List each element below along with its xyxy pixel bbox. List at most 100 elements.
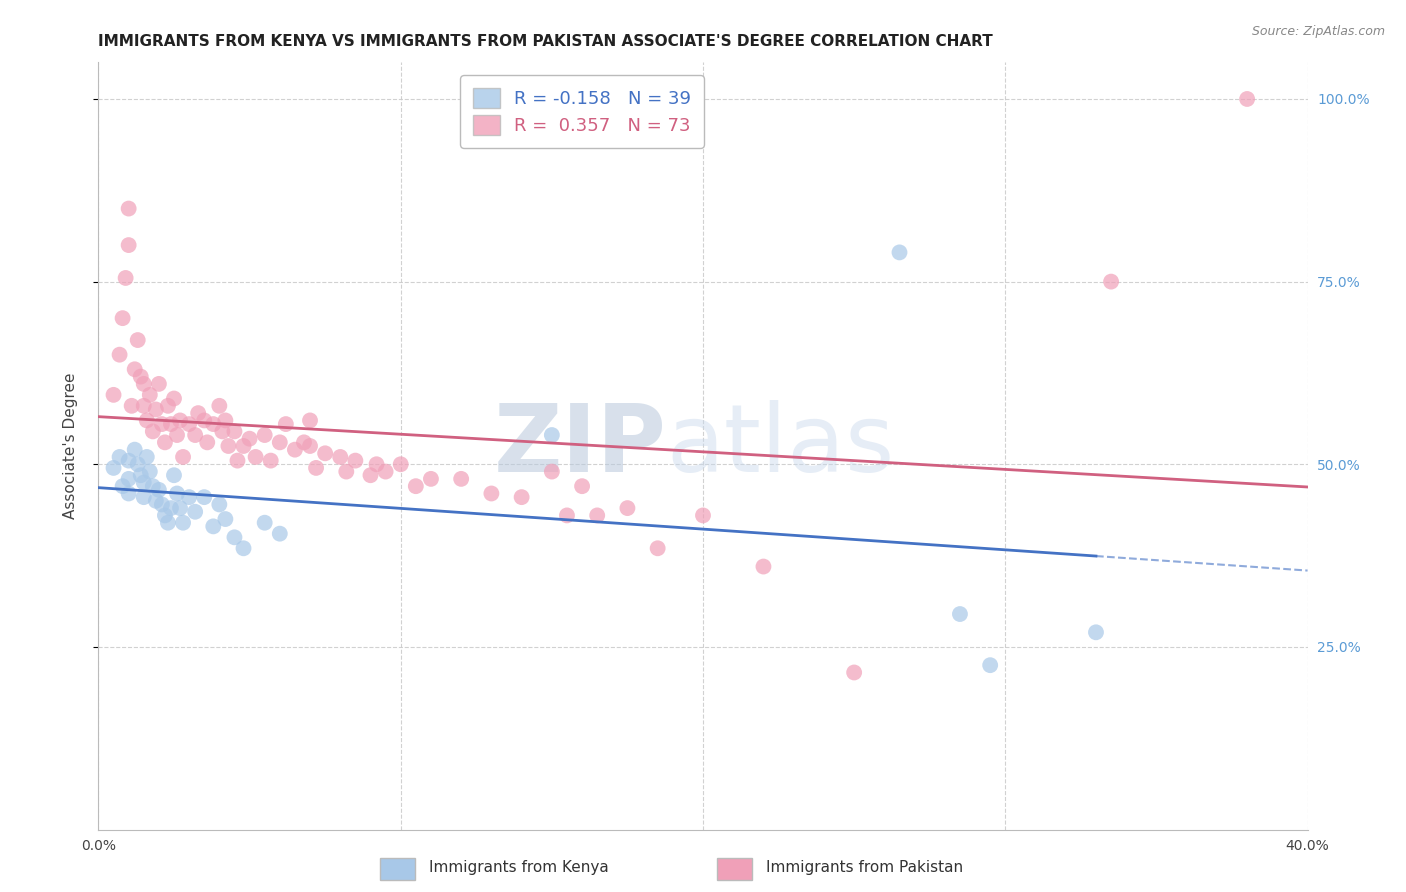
Point [184, 428, 207, 442]
Point [127, 457, 149, 471]
Point [481, 486, 503, 500]
Point [555, 508, 578, 523]
Text: Immigrants from Kenya: Immigrants from Kenya [429, 860, 609, 875]
Point [121, 399, 143, 413]
Point [118, 202, 141, 216]
Point [510, 490, 533, 504]
Point [245, 450, 267, 464]
Point [166, 428, 188, 442]
Point [224, 425, 246, 439]
Point [111, 479, 134, 493]
Point [129, 369, 152, 384]
Point [269, 526, 291, 541]
Point [172, 516, 194, 530]
Point [139, 465, 162, 479]
Point [226, 453, 249, 467]
Point [179, 490, 201, 504]
Point [193, 413, 215, 427]
Point [844, 665, 866, 680]
FancyBboxPatch shape [380, 858, 415, 880]
Point [344, 453, 367, 467]
Point [156, 399, 179, 413]
Point [187, 406, 209, 420]
Point [214, 512, 236, 526]
Point [135, 450, 157, 464]
Point [118, 472, 141, 486]
Point [274, 417, 297, 431]
Point [103, 388, 125, 402]
Point [108, 348, 131, 362]
Point [169, 501, 191, 516]
Point [979, 658, 1001, 673]
Point [132, 376, 155, 391]
Point [114, 271, 136, 285]
Point [314, 446, 336, 460]
Point [129, 468, 152, 483]
Point [103, 461, 125, 475]
Point [949, 607, 972, 621]
Point [135, 413, 157, 427]
Point [260, 453, 283, 467]
Point [305, 461, 328, 475]
Point [153, 435, 176, 450]
Point [647, 541, 669, 556]
FancyBboxPatch shape [717, 858, 752, 880]
Point [132, 475, 155, 490]
Point [232, 439, 254, 453]
Point [616, 501, 638, 516]
Point [153, 508, 176, 523]
Point [145, 402, 167, 417]
Point [217, 439, 239, 453]
Point [195, 435, 218, 450]
Point [124, 442, 146, 457]
Point [150, 417, 173, 431]
Point [1085, 625, 1108, 640]
Point [111, 311, 134, 326]
Point [224, 530, 246, 544]
Point [450, 472, 472, 486]
Point [540, 428, 562, 442]
Point [284, 442, 307, 457]
Point [139, 388, 162, 402]
Point [214, 413, 236, 427]
Point [118, 453, 141, 467]
Point [329, 450, 352, 464]
Point [132, 490, 155, 504]
Point [142, 479, 165, 493]
Text: IMMIGRANTS FROM KENYA VS IMMIGRANTS FROM PAKISTAN ASSOCIATE'S DEGREE CORRELATION: IMMIGRANTS FROM KENYA VS IMMIGRANTS FROM… [98, 34, 993, 49]
Point [232, 541, 254, 556]
Point [179, 417, 201, 431]
Point [692, 508, 714, 523]
Point [253, 428, 276, 442]
Point [142, 425, 165, 439]
Point [571, 479, 593, 493]
Point [172, 450, 194, 464]
Point [752, 559, 775, 574]
Point [586, 508, 609, 523]
Point [160, 417, 183, 431]
Point [253, 516, 276, 530]
Text: ZIP: ZIP [494, 400, 666, 492]
Point [360, 468, 382, 483]
Point [335, 465, 357, 479]
Text: Immigrants from Pakistan: Immigrants from Pakistan [766, 860, 963, 875]
Point [163, 392, 186, 406]
Point [148, 483, 170, 497]
Point [156, 516, 179, 530]
Y-axis label: Associate's Degree: Associate's Degree [63, 373, 77, 519]
Point [160, 501, 183, 516]
Point [269, 435, 291, 450]
Point [124, 362, 146, 376]
Point [202, 417, 225, 431]
Point [163, 468, 186, 483]
Point [127, 333, 149, 347]
Point [169, 413, 191, 427]
Point [889, 245, 911, 260]
Point [366, 457, 388, 471]
Point [150, 498, 173, 512]
Point [118, 486, 141, 500]
Point [132, 399, 155, 413]
Point [193, 490, 215, 504]
Point [420, 472, 443, 486]
Point [202, 519, 225, 533]
